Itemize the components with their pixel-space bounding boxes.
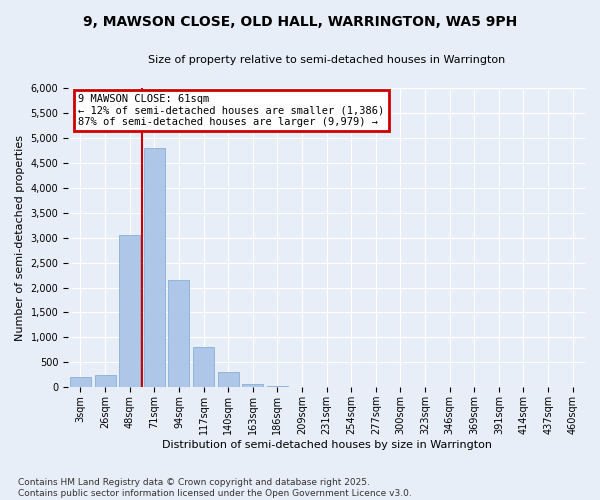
Text: Contains HM Land Registry data © Crown copyright and database right 2025.
Contai: Contains HM Land Registry data © Crown c…	[18, 478, 412, 498]
Title: Size of property relative to semi-detached houses in Warrington: Size of property relative to semi-detach…	[148, 55, 505, 65]
Bar	[242, 384, 263, 388]
Bar	[218, 372, 239, 388]
Bar	[95, 375, 116, 388]
Text: 9 MAWSON CLOSE: 61sqm
← 12% of semi-detached houses are smaller (1,386)
87% of s: 9 MAWSON CLOSE: 61sqm ← 12% of semi-deta…	[79, 94, 385, 127]
X-axis label: Distribution of semi-detached houses by size in Warrington: Distribution of semi-detached houses by …	[161, 440, 491, 450]
Bar	[70, 378, 91, 388]
Y-axis label: Number of semi-detached properties: Number of semi-detached properties	[15, 134, 25, 340]
Bar	[292, 386, 313, 388]
Text: 9, MAWSON CLOSE, OLD HALL, WARRINGTON, WA5 9PH: 9, MAWSON CLOSE, OLD HALL, WARRINGTON, W…	[83, 15, 517, 29]
Bar	[144, 148, 165, 388]
Bar	[267, 386, 288, 388]
Bar	[119, 235, 140, 388]
Bar	[169, 280, 190, 388]
Bar	[193, 348, 214, 388]
